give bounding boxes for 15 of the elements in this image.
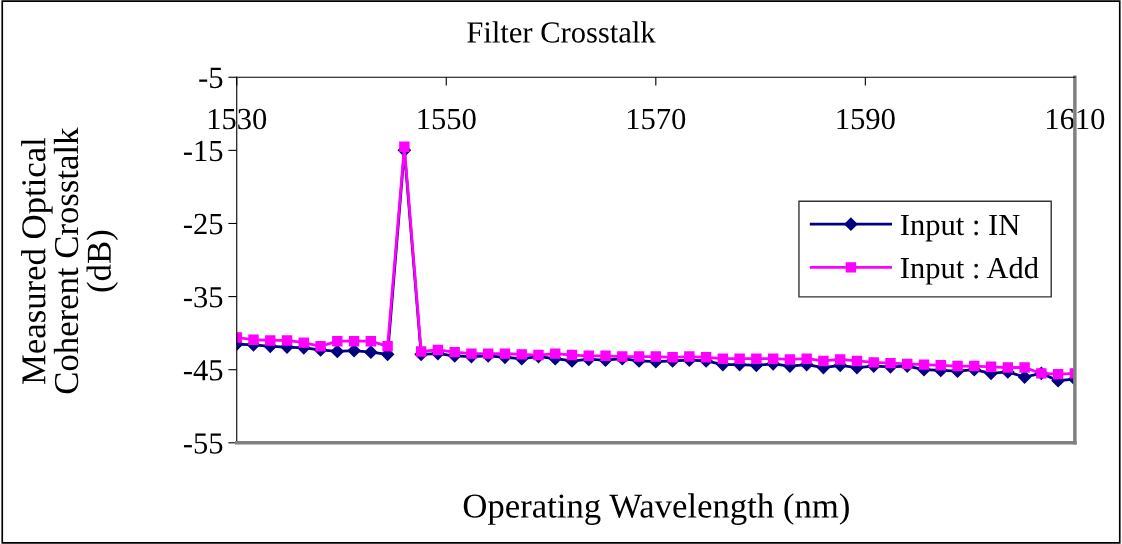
x-tick-label: 1610 [1047,108,1105,130]
y-tick-label: -25 [183,213,223,235]
y-tick-label: -45 [183,360,223,381]
x-tick-label: 1570 [627,108,686,130]
y-tick-label: -15 [183,140,223,162]
y-axis-title: Measured Optical Coherent Crosstalk (dB) [21,127,118,394]
y-tick-label: -5 [199,67,223,89]
chart-title: Filter Crosstalk [467,21,656,43]
x-axis-title: Operating Wavelength (nm) [463,493,849,525]
y-tick-label: -55 [183,433,223,454]
x-tick-label: 1550 [418,108,476,130]
legend-label: Input : Add [900,256,1039,285]
x-tick-label: 1590 [837,108,895,130]
legend-label: Input : IN [900,214,1020,242]
y-tick-label: -35 [183,286,223,308]
